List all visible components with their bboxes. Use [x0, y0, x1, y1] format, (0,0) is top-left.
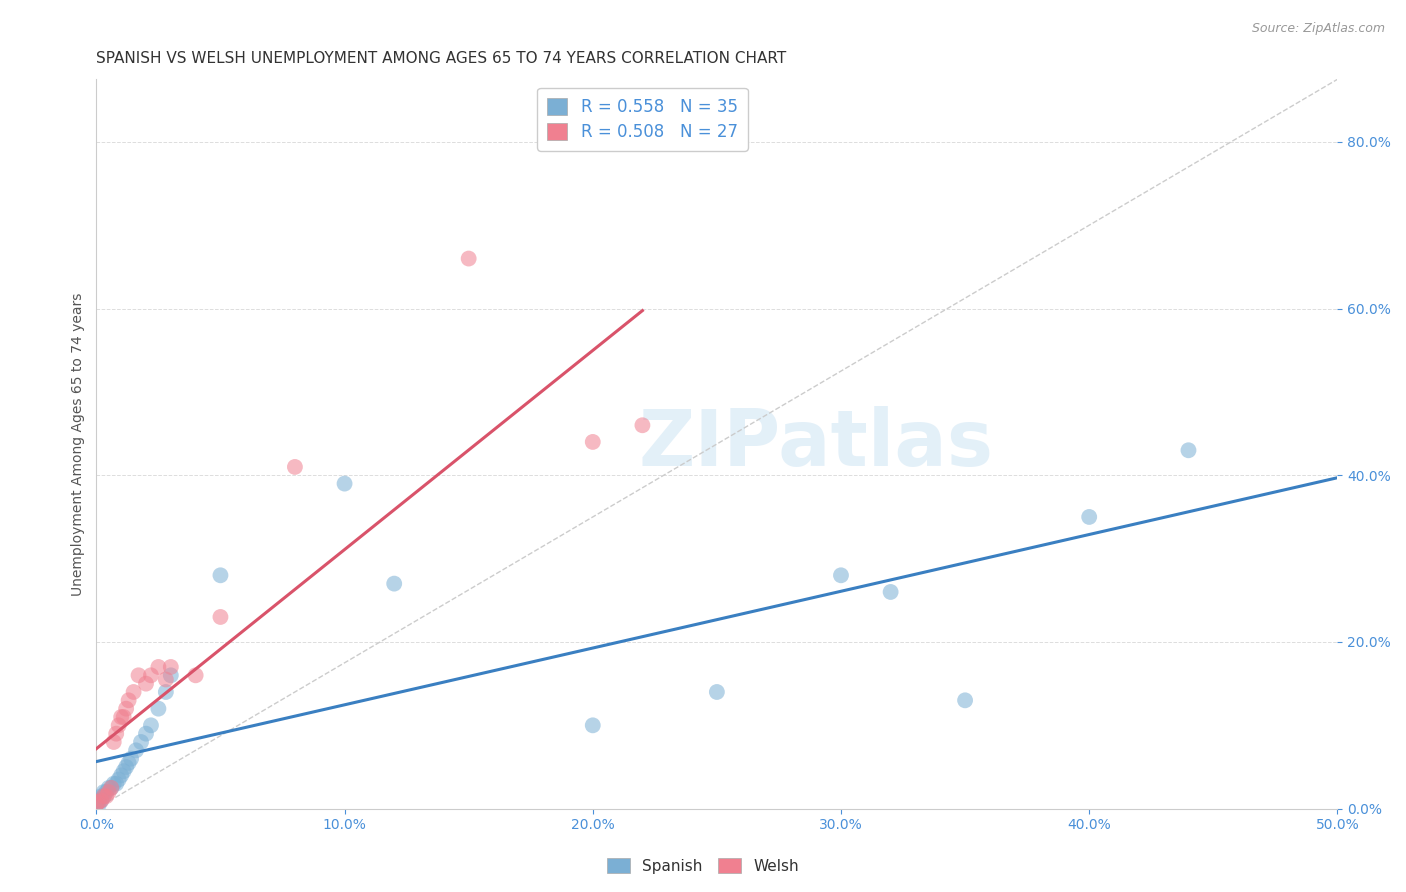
Point [115, 701, 138, 715]
Point [115, 760, 138, 774]
Point [112, 764, 135, 779]
Point [97, 785, 120, 799]
Point [100, 780, 122, 795]
Point [209, 568, 232, 582]
Point [333, 476, 356, 491]
Point [112, 710, 135, 724]
Point [117, 693, 139, 707]
Point [582, 434, 605, 449]
Point [159, 660, 181, 674]
Point [100, 780, 122, 795]
Point [107, 772, 129, 787]
Point [155, 685, 177, 699]
Point [148, 660, 170, 674]
Point [107, 718, 129, 732]
Point [159, 668, 181, 682]
Point [284, 459, 307, 474]
Point [103, 777, 125, 791]
Point [93, 789, 115, 804]
Point [184, 668, 207, 682]
Point [582, 718, 605, 732]
Point [93, 785, 115, 799]
Point [90, 789, 112, 804]
Point [879, 585, 901, 599]
Point [87, 795, 110, 809]
Point [86, 797, 108, 812]
Point [120, 752, 142, 766]
Point [135, 676, 157, 690]
Point [105, 777, 128, 791]
Point [103, 735, 125, 749]
Point [93, 789, 115, 804]
Point [105, 726, 128, 740]
Point [382, 576, 405, 591]
Point [110, 768, 132, 782]
Point [209, 610, 232, 624]
Legend: R = 0.558   N = 35, R = 0.508   N = 27: R = 0.558 N = 35, R = 0.508 N = 27 [537, 87, 748, 151]
Point [128, 668, 150, 682]
Point [96, 789, 118, 804]
Point [135, 726, 157, 740]
Point [706, 685, 728, 699]
Point [90, 793, 112, 807]
Point [457, 252, 479, 266]
Point [953, 693, 976, 707]
Point [122, 685, 145, 699]
Point [148, 701, 170, 715]
Point [117, 756, 139, 770]
Point [110, 710, 132, 724]
Point [87, 793, 110, 807]
Point [125, 743, 148, 757]
Point [139, 668, 162, 682]
Text: Source: ZipAtlas.com: Source: ZipAtlas.com [1251, 22, 1385, 36]
Point [1078, 510, 1101, 524]
Point [631, 418, 654, 433]
Point [97, 780, 120, 795]
Y-axis label: Unemployment Among Ages 65 to 74 years: Unemployment Among Ages 65 to 74 years [72, 293, 86, 596]
Point [1177, 443, 1199, 458]
Point [830, 568, 852, 582]
Point [86, 797, 108, 812]
Text: SPANISH VS WELSH UNEMPLOYMENT AMONG AGES 65 TO 74 YEARS CORRELATION CHART: SPANISH VS WELSH UNEMPLOYMENT AMONG AGES… [97, 51, 786, 66]
Point [139, 718, 162, 732]
Text: ZIPatlas: ZIPatlas [638, 406, 994, 482]
Point [90, 793, 112, 807]
Legend: Spanish, Welsh: Spanish, Welsh [602, 852, 804, 880]
Point [129, 735, 152, 749]
Point [87, 797, 110, 812]
Point [155, 673, 177, 687]
Point [96, 785, 118, 799]
